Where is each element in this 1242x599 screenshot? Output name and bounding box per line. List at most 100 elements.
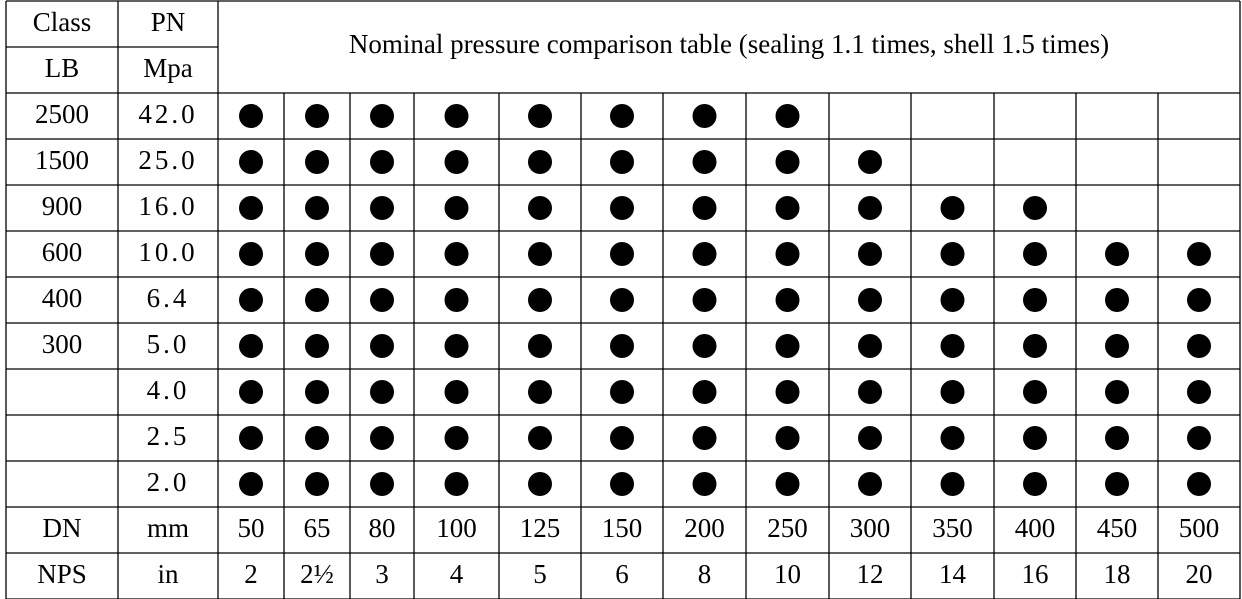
dn-label: DN bbox=[43, 513, 82, 543]
availability-dot bbox=[775, 472, 800, 496]
pn-value: 2.5 bbox=[147, 421, 190, 451]
header-mpa: Mpa bbox=[143, 53, 193, 83]
availability-dot bbox=[528, 242, 552, 266]
availability-dot bbox=[528, 334, 552, 358]
dn-value: 50 bbox=[238, 513, 265, 543]
nps-value: 8 bbox=[698, 559, 712, 589]
pn-value: 2.0 bbox=[147, 467, 190, 497]
pn-value: 6.4 bbox=[147, 283, 190, 313]
availability-dot bbox=[528, 426, 552, 450]
availability-dot bbox=[239, 288, 263, 312]
availability-dot bbox=[1023, 472, 1047, 496]
class-value: 1500 bbox=[35, 145, 89, 175]
class-value: 400 bbox=[42, 283, 83, 313]
availability-dot bbox=[1187, 426, 1211, 450]
dn-value: 200 bbox=[684, 513, 725, 543]
availability-dot bbox=[305, 288, 329, 312]
availability-dot bbox=[610, 380, 634, 404]
dn-value: 150 bbox=[602, 513, 643, 543]
availability-dot bbox=[444, 150, 469, 174]
pn-value: 4.0 bbox=[147, 375, 190, 405]
availability-dot bbox=[610, 426, 634, 450]
nps-value: 4 bbox=[450, 559, 464, 589]
class-value: 900 bbox=[42, 191, 83, 221]
availability-dot bbox=[775, 150, 800, 174]
nps-value: 20 bbox=[1186, 559, 1213, 589]
availability-dot bbox=[940, 288, 965, 312]
availability-dot bbox=[775, 242, 800, 266]
availability-dot bbox=[239, 472, 263, 496]
availability-dot bbox=[239, 426, 263, 450]
availability-dot bbox=[940, 196, 965, 220]
availability-dot bbox=[610, 334, 634, 358]
dn-value: 500 bbox=[1179, 513, 1220, 543]
dn-value: 300 bbox=[850, 513, 891, 543]
availability-dot bbox=[239, 104, 263, 128]
dn-value: 350 bbox=[932, 513, 973, 543]
availability-dot bbox=[692, 104, 717, 128]
availability-dot bbox=[444, 288, 469, 312]
availability-dot bbox=[775, 380, 800, 404]
class-value: 300 bbox=[42, 329, 83, 359]
availability-dot bbox=[239, 380, 263, 404]
availability-dot bbox=[305, 242, 329, 266]
nps-value: 5 bbox=[533, 559, 547, 589]
availability-dot bbox=[1105, 426, 1129, 450]
dn-value: 80 bbox=[369, 513, 396, 543]
availability-dot bbox=[370, 426, 394, 450]
availability-dot bbox=[1023, 242, 1047, 266]
nps-value: 2 bbox=[244, 559, 258, 589]
availability-dot bbox=[1105, 334, 1129, 358]
availability-dot bbox=[1105, 288, 1129, 312]
availability-dot bbox=[444, 472, 469, 496]
availability-dot bbox=[858, 242, 882, 266]
availability-dot bbox=[1105, 380, 1129, 404]
nps-value: 2½ bbox=[300, 559, 334, 589]
availability-dot bbox=[1023, 380, 1047, 404]
availability-dot bbox=[610, 150, 634, 174]
pn-value: 16.0 bbox=[138, 191, 197, 221]
availability-dot bbox=[610, 288, 634, 312]
class-value: 600 bbox=[42, 237, 83, 267]
availability-dot bbox=[444, 334, 469, 358]
header-pn: PN bbox=[151, 7, 186, 37]
dn-value: 450 bbox=[1097, 513, 1138, 543]
availability-dot bbox=[528, 288, 552, 312]
availability-dot bbox=[1187, 242, 1211, 266]
availability-dot bbox=[858, 472, 882, 496]
availability-dot bbox=[1023, 426, 1047, 450]
availability-dot bbox=[1187, 288, 1211, 312]
availability-dot bbox=[692, 380, 717, 404]
dn-value: 125 bbox=[520, 513, 561, 543]
availability-dot bbox=[1187, 334, 1211, 358]
availability-dot bbox=[692, 472, 717, 496]
nps-value: 3 bbox=[375, 559, 389, 589]
nps-value: 14 bbox=[939, 559, 967, 589]
nps-value: 6 bbox=[615, 559, 629, 589]
availability-dot bbox=[305, 472, 329, 496]
availability-dot bbox=[370, 150, 394, 174]
availability-dot bbox=[692, 242, 717, 266]
availability-dot bbox=[775, 196, 800, 220]
availability-dot bbox=[305, 334, 329, 358]
availability-dot bbox=[610, 242, 634, 266]
availability-dot bbox=[239, 150, 263, 174]
availability-dot bbox=[1187, 380, 1211, 404]
availability-dot bbox=[1023, 196, 1047, 220]
availability-dot bbox=[775, 288, 800, 312]
availability-dot bbox=[444, 426, 469, 450]
availability-dot bbox=[858, 288, 882, 312]
availability-dot bbox=[1105, 472, 1129, 496]
pn-value: 10.0 bbox=[138, 237, 197, 267]
availability-dot bbox=[444, 196, 469, 220]
availability-dot bbox=[528, 150, 552, 174]
nps-value: 16 bbox=[1022, 559, 1049, 589]
header-lb: LB bbox=[45, 53, 80, 83]
availability-dot bbox=[239, 242, 263, 266]
availability-dot bbox=[692, 334, 717, 358]
availability-dot bbox=[305, 150, 329, 174]
availability-dot bbox=[940, 426, 965, 450]
availability-dot bbox=[370, 242, 394, 266]
availability-dot bbox=[370, 380, 394, 404]
